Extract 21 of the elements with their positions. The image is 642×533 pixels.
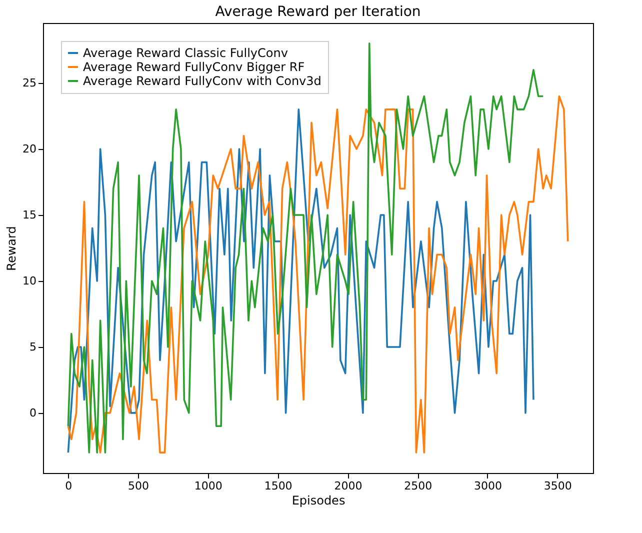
legend-label: Average Reward FullyConv with Conv3d [83, 74, 322, 88]
x-tick-label: 0 [65, 480, 72, 492]
y-axis-title: Reward [4, 226, 19, 271]
y-tick-label: 15 [22, 208, 36, 222]
x-tick-label: 3000 [474, 480, 502, 492]
x-axis-title: Episodes [292, 494, 346, 508]
x-tick-label: 2000 [334, 480, 362, 492]
chart-title: Average Reward per Iteration [215, 4, 421, 20]
y-tick-label: 25 [22, 76, 36, 90]
x-tick-label: 3500 [544, 480, 572, 492]
x-tick-label: 2500 [404, 480, 432, 492]
y-tick-label: 20 [22, 142, 36, 156]
x-tick-label: 1500 [264, 480, 292, 492]
legend-label: Average Reward Classic FullyConv [83, 46, 288, 60]
line-series [67, 42, 544, 454]
legend-label: Average Reward FullyConv Bigger RF [83, 60, 305, 74]
x-tick-label: 500 [128, 480, 150, 492]
y-tick-label: 0 [30, 406, 36, 420]
x-tick-label: 1000 [194, 480, 222, 492]
y-tick-label: 5 [30, 340, 36, 354]
y-tick-label: 10 [22, 274, 36, 288]
